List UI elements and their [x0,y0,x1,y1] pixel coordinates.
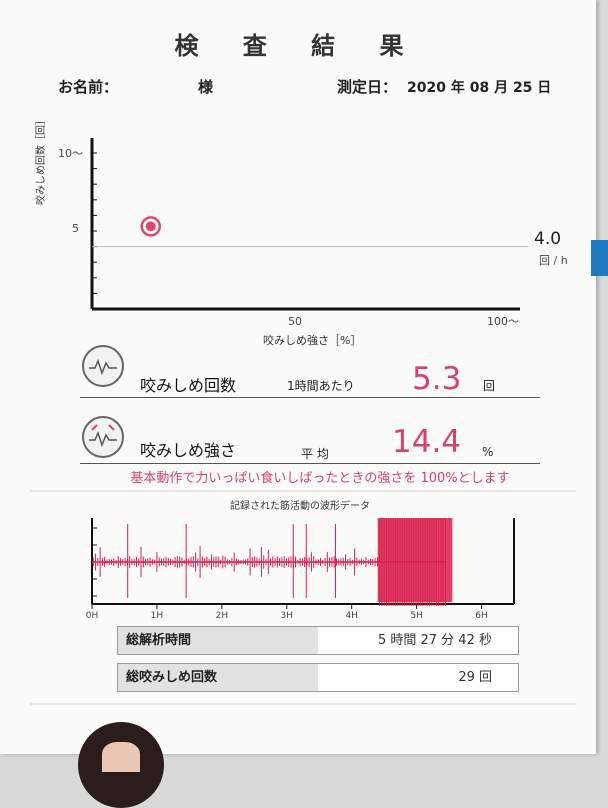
strength-label: 咬みしめ強さ [140,441,237,460]
waveform-chart: 記録された筋活動の波形データ 0H 1H 2H 3H 4H 5H 6H [86,499,515,621]
waveform-x-tick-label: 5H [410,611,423,621]
scatter-chart: 咬みしめ回数［回］ 10〜 5 50 100〜 咬みしめ強さ［%］ 4.0 回 … [34,115,568,347]
scatter-xlabel: 咬みしめ強さ［%］ [263,333,361,347]
count-value: 5.3 [412,361,462,397]
waveform-x-tick-label: 0H [86,611,99,621]
scatter-point [145,221,156,232]
strength-value: 14.4 [392,424,462,460]
count-sub: 1時間あたり [287,379,355,393]
waveform-x-tick-label: 3H [281,611,294,621]
total-time-row: 総解析時間 5 時間 27 分 42 秒 [117,626,519,655]
x-tick-100: 100〜 [487,315,519,328]
date-value: 2020 年 08 月 25 日 [407,80,552,96]
y-tick-5: 5 [72,222,79,235]
count-unit: 回 [483,379,496,393]
count-label: 咬みしめ回数 [140,376,237,395]
page-title: 検 査 結 果 [174,32,422,60]
waveform-x-tick-label: 4H [345,611,358,621]
waveform-x-tick-label: 2H [216,611,229,621]
name-label: お名前： [58,78,119,96]
total-time-value: 5 時間 27 分 42 秒 [377,633,492,648]
count-rule [80,397,540,398]
y-tick-10: 10〜 [58,147,83,160]
scatter-points [140,216,162,237]
scatter-ylabel: 咬みしめ回数［回］ [34,115,47,205]
waveform-x-tick-label: 1H [151,611,164,621]
x-tick-50: 50 [288,315,302,328]
waveform-x-ticks: 0H 1H 2H 3H 4H 5H 6H [86,604,488,621]
section-divider-top [30,490,576,492]
date-label: 測定日： [337,78,398,96]
waveform-x-tick-label: 6H [475,611,488,621]
reference-unit: 回 / h [539,254,568,267]
reference-value: 4.0 [534,229,561,249]
total-count-label: 総咬みしめ回数 [118,664,318,691]
waveform-title: 記録された筋活動の波形データ [230,499,370,512]
strength-rule [80,463,540,464]
strength-sub: 平 均 [301,447,329,461]
strength-unit: % [482,445,494,459]
waveform-signal [92,518,453,606]
doctor-avatar-face [102,742,140,772]
name-suffix: 様 [198,78,214,96]
waveform-burst [377,518,453,602]
side-tab [591,240,608,276]
reference-note: 基本動作で力いっぱい食いしばったときの強さを 100%とします [130,471,510,486]
total-count-value: 29 回 [458,670,492,685]
section-divider-bottom [30,703,576,705]
total-count-row: 総咬みしめ回数 29 回 [117,663,519,692]
total-time-label: 総解析時間 [118,627,318,654]
